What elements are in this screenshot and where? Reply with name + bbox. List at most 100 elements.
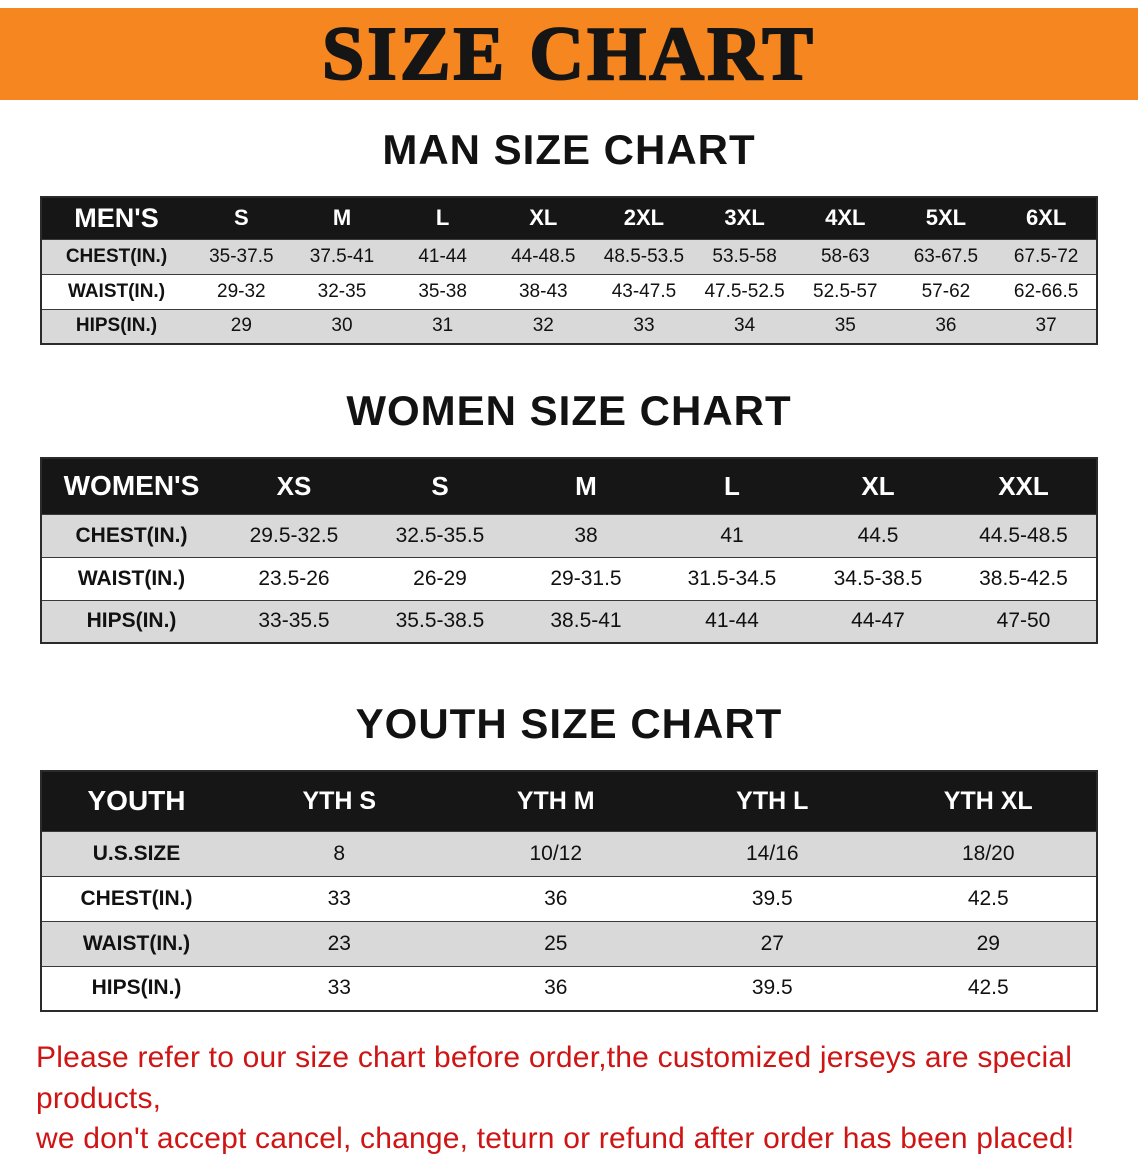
size-header-cell: XXL bbox=[951, 458, 1097, 514]
size-header-cell: S bbox=[367, 458, 513, 514]
row-label-cell: HIPS(IN.) bbox=[41, 965, 231, 1011]
value-cell: 10/12 bbox=[447, 830, 664, 876]
value-cell: 32-35 bbox=[291, 273, 393, 309]
value-cell: 33 bbox=[231, 965, 448, 1011]
size-header-cell: YTH L bbox=[664, 771, 881, 831]
row-label-cell: CHEST(IN.) bbox=[41, 238, 191, 274]
row-label-cell: WAIST(IN.) bbox=[41, 273, 191, 309]
value-cell: 38-43 bbox=[492, 273, 594, 309]
table-row: HIPS(IN.) 29 30 31 32 33 34 35 36 37 bbox=[41, 308, 1097, 344]
value-cell: 52.5-57 bbox=[794, 273, 896, 309]
value-cell: 35-37.5 bbox=[191, 238, 292, 274]
value-cell: 44-47 bbox=[805, 599, 951, 643]
table-row: WAIST(IN.) 23 25 27 29 bbox=[41, 920, 1097, 966]
value-cell: 58-63 bbox=[794, 238, 896, 274]
value-cell: 29.5-32.5 bbox=[221, 513, 367, 557]
table-header-row: WOMEN'S XS S M L XL XXL bbox=[41, 458, 1097, 514]
disclaimer-line-2: we don't accept cancel, change, teturn o… bbox=[36, 1122, 1075, 1155]
value-cell: 42.5 bbox=[880, 875, 1097, 921]
table-row: CHEST(IN.) 33 36 39.5 42.5 bbox=[41, 875, 1097, 921]
table-row: CHEST(IN.) 29.5-32.5 32.5-35.5 38 41 44.5 44.5… bbox=[41, 513, 1097, 557]
youth-size-chart-heading: YOUTH SIZE CHART bbox=[355, 700, 783, 747]
value-cell: 37 bbox=[996, 308, 1097, 344]
value-cell: 29 bbox=[191, 308, 292, 344]
table-title-cell: WOMEN'S bbox=[41, 458, 221, 514]
value-cell: 32.5-35.5 bbox=[367, 513, 513, 557]
table-header-row: YOUTH YTH S YTH M YTH L YTH XL bbox=[41, 771, 1097, 831]
value-cell: 48.5-53.5 bbox=[593, 238, 695, 274]
size-table: WOMEN'S XS S M L XL XXL CHEST(IN.) 29.5-32.5 32.5… bbox=[40, 457, 1098, 644]
size-header-cell: L bbox=[392, 197, 493, 239]
value-cell: 14/16 bbox=[664, 830, 881, 876]
value-cell: 63-67.5 bbox=[895, 238, 997, 274]
row-label-cell: U.S.SIZE bbox=[41, 830, 231, 876]
value-cell: 57-62 bbox=[895, 273, 997, 309]
value-cell: 25 bbox=[447, 920, 664, 966]
value-cell: 47-50 bbox=[951, 599, 1097, 643]
size-table: YOUTH YTH S YTH M YTH L YTH XL U.S.SIZE 8 10/12… bbox=[40, 770, 1098, 1012]
value-cell: 62-66.5 bbox=[996, 273, 1097, 309]
value-cell: 41-44 bbox=[659, 599, 805, 643]
value-cell: 33 bbox=[593, 308, 695, 344]
value-cell: 23 bbox=[231, 920, 448, 966]
table-row: WAIST(IN.) 23.5-26 26-29 29-31.5 31.5-34.5 34… bbox=[41, 556, 1097, 600]
value-cell: 39.5 bbox=[664, 965, 881, 1011]
table-row: HIPS(IN.) 33-35.5 35.5-38.5 38.5-41 41-44 44-… bbox=[41, 599, 1097, 643]
row-label-cell: CHEST(IN.) bbox=[41, 513, 221, 557]
value-cell: 23.5-26 bbox=[221, 556, 367, 600]
size-header-cell: YTH XL bbox=[880, 771, 1097, 831]
table-row: U.S.SIZE 8 10/12 14/16 18/20 bbox=[41, 830, 1097, 876]
row-label-cell: WAIST(IN.) bbox=[41, 556, 221, 600]
table-row: CHEST(IN.) 35-37.5 37.5-41 41-44 44-48.5 48.5… bbox=[41, 238, 1097, 274]
size-header-cell: 4XL bbox=[794, 197, 896, 239]
value-cell: 33-35.5 bbox=[221, 599, 367, 643]
disclaimer: Please refer to our size chart before or… bbox=[36, 1038, 1118, 1160]
value-cell: 67.5-72 bbox=[996, 238, 1097, 274]
value-cell: 31.5-34.5 bbox=[659, 556, 805, 600]
value-cell: 26-29 bbox=[367, 556, 513, 600]
size-header-cell: YTH S bbox=[231, 771, 448, 831]
row-label-cell: HIPS(IN.) bbox=[41, 308, 191, 344]
table-row: HIPS(IN.) 33 36 39.5 42.5 bbox=[41, 965, 1097, 1011]
value-cell: 35.5-38.5 bbox=[367, 599, 513, 643]
value-cell: 42.5 bbox=[880, 965, 1097, 1011]
size-header-cell: YTH M bbox=[447, 771, 664, 831]
value-cell: 38.5-41 bbox=[513, 599, 659, 643]
size-header-cell: XL bbox=[805, 458, 951, 514]
value-cell: 39.5 bbox=[664, 875, 881, 921]
size-header-cell: 6XL bbox=[996, 197, 1097, 239]
value-cell: 44-48.5 bbox=[492, 238, 594, 274]
size-header-cell: XL bbox=[492, 197, 594, 239]
value-cell: 47.5-52.5 bbox=[694, 273, 795, 309]
row-label-cell: CHEST(IN.) bbox=[41, 875, 231, 921]
size-header-cell: XS bbox=[221, 458, 367, 514]
value-cell: 38.5-42.5 bbox=[951, 556, 1097, 600]
row-label-cell: HIPS(IN.) bbox=[41, 599, 221, 643]
table-title-cell: YOUTH bbox=[41, 771, 231, 831]
man-size-chart-heading: MAN SIZE CHART bbox=[382, 126, 756, 173]
size-header-cell: S bbox=[191, 197, 292, 239]
value-cell: 30 bbox=[291, 308, 393, 344]
disclaimer-line-1: Please refer to our size chart before or… bbox=[36, 1041, 1073, 1115]
table-row: WAIST(IN.) 29-32 32-35 35-38 38-43 43-47.5 47.… bbox=[41, 273, 1097, 309]
value-cell: 32 bbox=[492, 308, 594, 344]
value-cell: 36 bbox=[895, 308, 997, 344]
banner: SIZE CHART bbox=[0, 8, 1138, 100]
value-cell: 35-38 bbox=[392, 273, 493, 309]
value-cell: 36 bbox=[447, 965, 664, 1011]
row-label-cell: WAIST(IN.) bbox=[41, 920, 231, 966]
value-cell: 37.5-41 bbox=[291, 238, 393, 274]
size-header-cell: 3XL bbox=[694, 197, 795, 239]
value-cell: 33 bbox=[231, 875, 448, 921]
women-size-chart-heading: WOMEN SIZE CHART bbox=[346, 387, 792, 434]
page-title: SIZE CHART bbox=[321, 12, 816, 96]
value-cell: 36 bbox=[447, 875, 664, 921]
value-cell: 8 bbox=[231, 830, 448, 876]
size-header-cell: L bbox=[659, 458, 805, 514]
value-cell: 29-31.5 bbox=[513, 556, 659, 600]
value-cell: 41 bbox=[659, 513, 805, 557]
value-cell: 43-47.5 bbox=[593, 273, 695, 309]
table-title-cell: MEN'S bbox=[41, 197, 191, 239]
table-header-row: MEN'S S M L XL 2XL 3XL 4XL 5XL 6XL bbox=[41, 197, 1097, 239]
